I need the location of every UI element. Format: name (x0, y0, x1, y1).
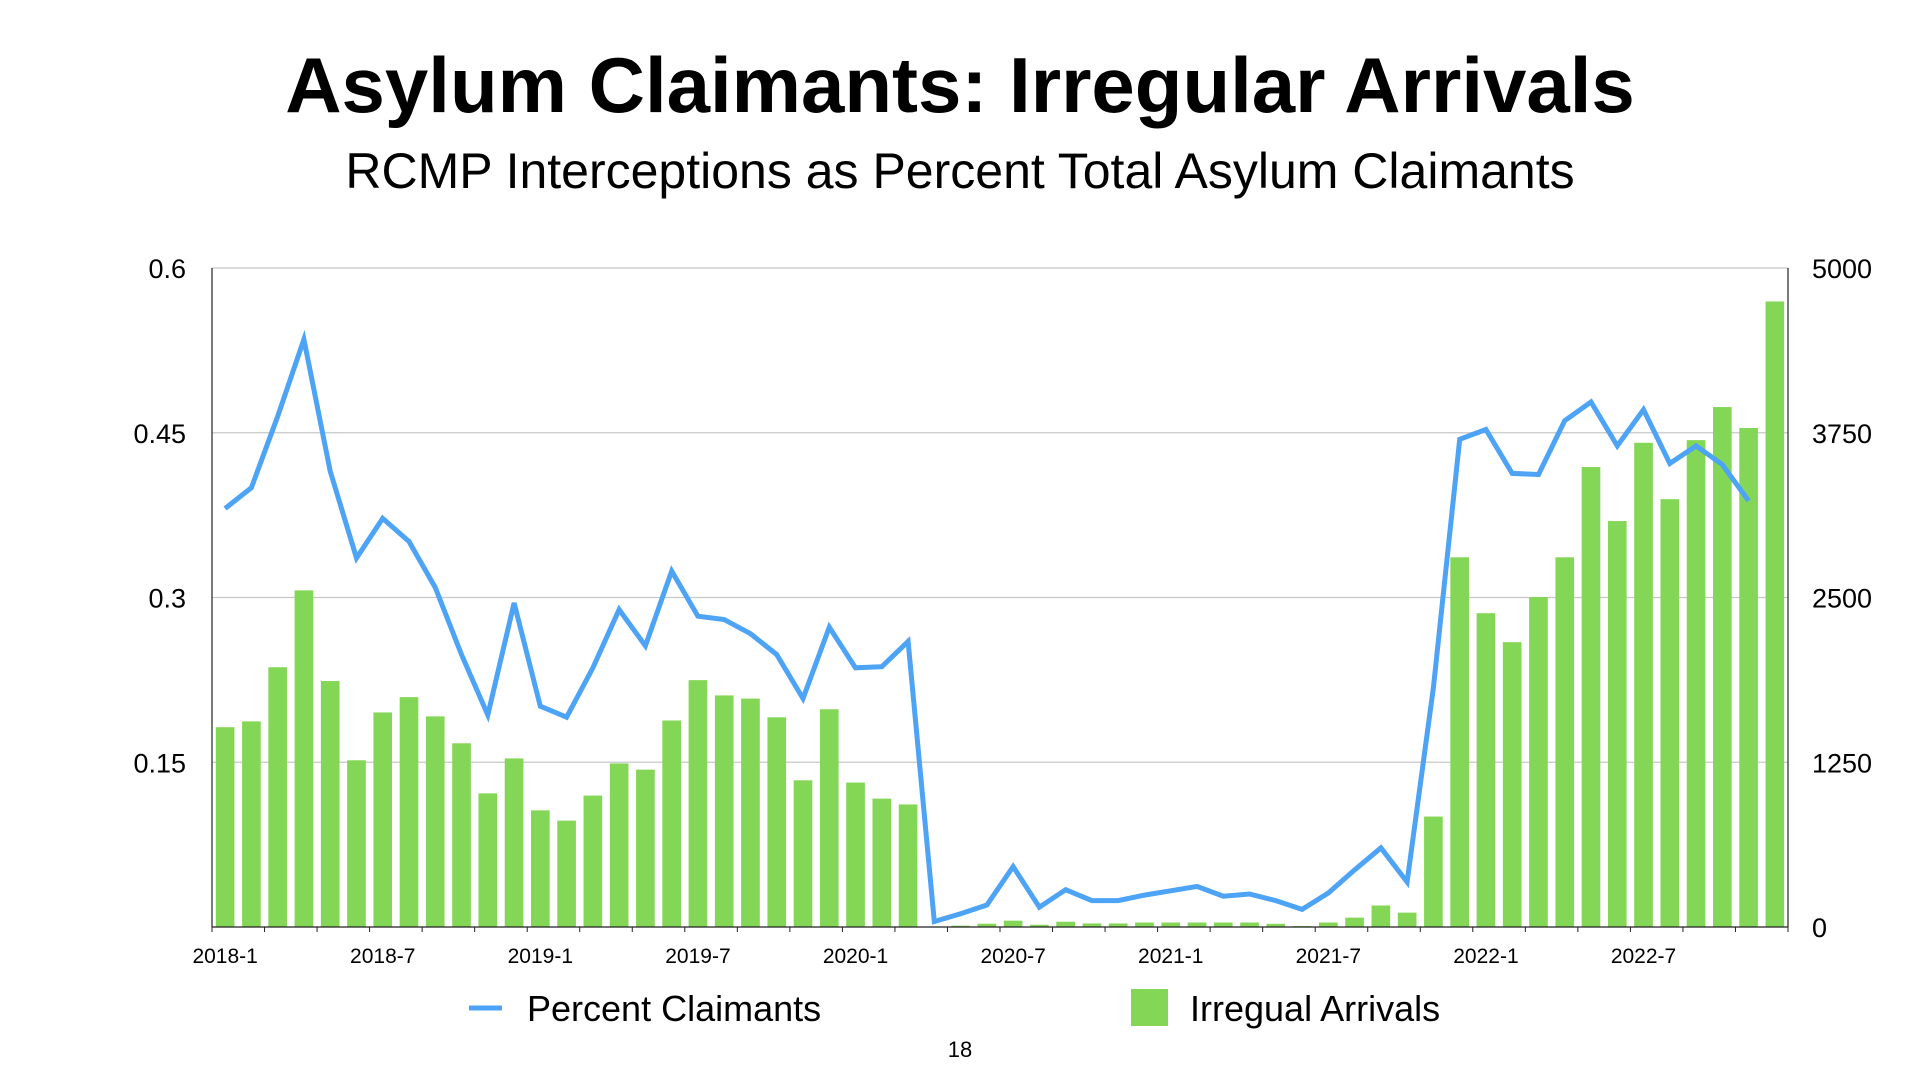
bar-irregular-arrivals (1082, 923, 1102, 927)
chart-subtitle: RCMP Interceptions as Percent Total Asyl… (345, 143, 1575, 199)
bar-irregular-arrivals (1108, 923, 1128, 927)
bar-irregular-arrivals (1266, 923, 1286, 927)
bar-irregular-arrivals (636, 769, 655, 927)
bar-irregular-arrivals (1476, 613, 1496, 927)
bar-irregular-arrivals (347, 760, 366, 927)
bar-irregular-arrivals (951, 925, 970, 927)
bar-irregular-arrivals (872, 798, 892, 927)
bar-irregular-arrivals (1739, 428, 1758, 927)
bar-irregular-arrivals (609, 763, 629, 927)
bar-irregular-arrivals (1424, 816, 1443, 927)
bar-irregular-arrivals (1003, 920, 1023, 927)
bar-irregular-arrivals (1213, 922, 1233, 927)
bar-irregular-arrivals (1607, 521, 1627, 927)
bar-irregular-arrivals (452, 743, 471, 927)
y-right-tick-label: 1250 (1812, 748, 1872, 778)
y-right-tick-label: 5000 (1812, 254, 1872, 284)
bar-irregular-arrivals (1502, 642, 1522, 927)
y-right-tick-label: 0 (1812, 913, 1827, 943)
bar-irregular-arrivals (478, 793, 498, 927)
bar-irregular-arrivals (425, 716, 445, 927)
bar-irregular-arrivals (504, 758, 524, 927)
bar-irregular-arrivals (294, 590, 314, 927)
legend-label-percent-claimants: Percent Claimants (527, 988, 821, 1029)
bar-irregular-arrivals (1187, 922, 1207, 927)
bar-irregular-arrivals (741, 698, 760, 927)
bar-irregular-arrivals (1397, 912, 1417, 927)
bar-irregular-arrivals (977, 923, 997, 927)
bar-irregular-arrivals (1030, 924, 1049, 927)
x-tick-label: 2019-1 (508, 945, 573, 968)
x-tick-label: 2022-1 (1453, 945, 1518, 968)
legend-label-irregular-arrivals: Irregual Arrivals (1190, 988, 1440, 1029)
bar-irregular-arrivals (1660, 499, 1680, 927)
bar-irregular-arrivals (268, 667, 287, 927)
bar-irregular-arrivals (1686, 440, 1706, 927)
bar-irregular-arrivals (819, 709, 839, 927)
bar-irregular-arrivals (1555, 557, 1575, 927)
bar-irregular-arrivals (767, 717, 787, 927)
bar-irregular-arrivals (1713, 407, 1732, 927)
x-tick-label: 2019-7 (665, 945, 730, 968)
bar-irregular-arrivals (1135, 922, 1154, 927)
bar-irregular-arrivals (1345, 917, 1364, 927)
bar-irregular-arrivals (373, 712, 393, 927)
bar-irregular-arrivals (583, 795, 603, 927)
bar-irregular-arrivals (399, 697, 419, 927)
bar-irregular-arrivals (1581, 467, 1601, 927)
legend: Percent Claimants Irregual Arrivals (469, 988, 1440, 1029)
bar-irregular-arrivals (714, 695, 734, 927)
y-right-tick-label: 2500 (1812, 584, 1872, 614)
x-tick-label: 2022-7 (1611, 945, 1676, 968)
axes: 0.6 0.45 0.3 0.15 5000 3750 2500 1250 0 2018-1 201… (133, 254, 1872, 968)
x-tick-label: 2020-1 (823, 945, 888, 968)
bar-irregular-arrivals (1634, 442, 1653, 927)
bar-irregular-arrivals (1056, 921, 1075, 927)
chart-title: Asylum Claimants: Irregular Arrivals (285, 41, 1635, 129)
bar-irregular-arrivals (320, 681, 340, 927)
x-tick-label: 2018-7 (350, 945, 415, 968)
bar-series (215, 301, 1785, 928)
page-number: 18 (948, 1037, 972, 1062)
bar-irregular-arrivals (1529, 597, 1548, 927)
y-left-tick-label: 0.3 (148, 584, 186, 614)
y-right-tick-label: 3750 (1812, 419, 1872, 449)
bar-irregular-arrivals (531, 810, 550, 927)
y-left-tick-label: 0.6 (148, 254, 186, 284)
bar-irregular-arrivals (1319, 922, 1338, 927)
bar-irregular-arrivals (662, 720, 681, 927)
bar-irregular-arrivals (1765, 301, 1785, 928)
bar-irregular-arrivals (793, 780, 813, 927)
x-tick-label: 2018-1 (192, 945, 257, 968)
bar-irregular-arrivals (1161, 922, 1181, 927)
bar-irregular-arrivals (846, 782, 865, 927)
bar-irregular-arrivals (1240, 922, 1259, 927)
bar-irregular-arrivals (898, 804, 918, 927)
y-left-tick-label: 0.45 (133, 419, 186, 449)
bar-irregular-arrivals (557, 820, 576, 927)
line-series (223, 329, 1751, 925)
x-tick-label: 2021-1 (1138, 945, 1203, 968)
x-tick-label: 2020-7 (980, 945, 1045, 968)
bar-irregular-arrivals (688, 680, 708, 927)
x-tick-label: 2021-7 (1296, 945, 1361, 968)
bar-irregular-arrivals (1371, 905, 1391, 927)
legend-bar-swatch (1131, 989, 1168, 1026)
bar-irregular-arrivals (1450, 557, 1469, 927)
bar-irregular-arrivals (215, 727, 235, 927)
gridlines (212, 267, 1788, 763)
y-left-tick-label: 0.15 (133, 748, 186, 778)
bar-irregular-arrivals (242, 721, 261, 927)
